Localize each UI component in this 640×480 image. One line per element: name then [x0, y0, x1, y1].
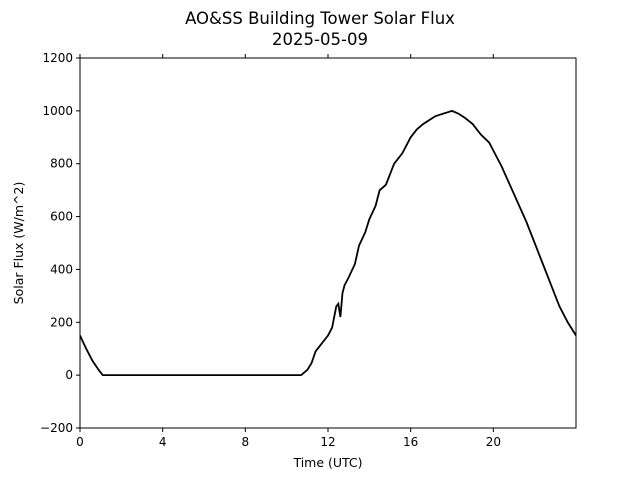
x-tick-label: 20 — [486, 435, 501, 449]
x-tick-label: 8 — [242, 435, 250, 449]
y-tick-label: 400 — [50, 262, 73, 276]
x-axis-label: Time (UTC) — [292, 455, 362, 470]
x-tick-label: 16 — [403, 435, 418, 449]
y-tick-label: 1200 — [42, 51, 73, 65]
y-axis-ticks: −200 0 200 400 600 800 1000 1200 — [40, 51, 80, 435]
y-tick-label: −200 — [40, 421, 73, 435]
x-tick-label: 12 — [320, 435, 335, 449]
y-tick-label: 1000 — [42, 104, 73, 118]
y-axis-label: Solar Flux (W/m^2) — [11, 182, 26, 305]
y-tick-label: 800 — [50, 157, 73, 171]
series-line — [80, 109, 576, 377]
chart-subtitle: 2025-05-09 — [272, 30, 368, 49]
plot-area — [80, 109, 576, 377]
x-tick-label: 4 — [159, 435, 167, 449]
y-tick-label: 0 — [65, 368, 73, 382]
x-axis-ticks: 0 4 8 12 16 20 — [76, 54, 501, 449]
chart-title: AO&SS Building Tower Solar Flux — [185, 9, 455, 28]
y-tick-label: 600 — [50, 210, 73, 224]
y-tick-label: 200 — [50, 315, 73, 329]
x-tick-label: 0 — [76, 435, 84, 449]
